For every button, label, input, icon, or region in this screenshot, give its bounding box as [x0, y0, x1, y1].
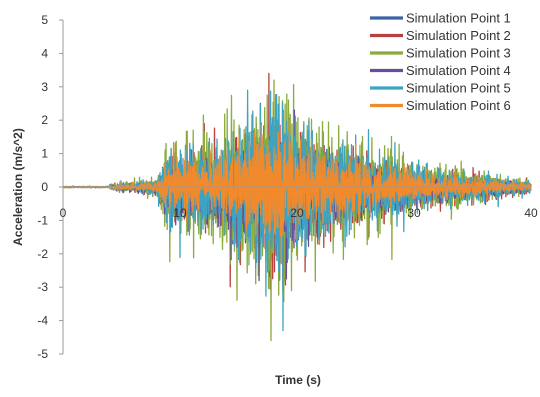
x-axis-title: Time (s) — [275, 373, 321, 387]
y-tick-label: 1 — [41, 147, 48, 161]
y-tick-label: 0 — [41, 180, 48, 194]
legend-label-1: Simulation Point 1 — [406, 11, 511, 26]
legend-label-5: Simulation Point 5 — [406, 81, 511, 96]
x-tick-label: 30 — [407, 206, 421, 220]
legend: Simulation Point 1 Simulation Point 2 Simu… — [370, 11, 511, 113]
y-tick-label: 2 — [41, 113, 48, 127]
legend-label-3: Simulation Point 3 — [406, 46, 511, 61]
legend-label-4: Simulation Point 4 — [406, 63, 511, 78]
y-axis-title: Acceleration (m/s^2) — [11, 128, 25, 246]
y-tick-label: -1 — [37, 213, 48, 227]
legend-label-2: Simulation Point 2 — [406, 28, 511, 43]
x-tick-label: 20 — [290, 206, 304, 220]
y-tick-label: -5 — [37, 347, 48, 361]
x-tick-label: 40 — [524, 206, 538, 220]
legend-label-6: Simulation Point 6 — [406, 98, 511, 113]
x-tick-label: 10 — [173, 206, 187, 220]
y-tick-label: 5 — [41, 13, 48, 27]
x-tick-label: 0 — [60, 206, 67, 220]
y-tick-label: -2 — [37, 247, 48, 261]
y-tick-label: 3 — [41, 80, 48, 94]
y-tick-label: -3 — [37, 280, 48, 294]
y-tick-label: 4 — [41, 46, 48, 60]
y-tick-label: -4 — [37, 314, 48, 328]
